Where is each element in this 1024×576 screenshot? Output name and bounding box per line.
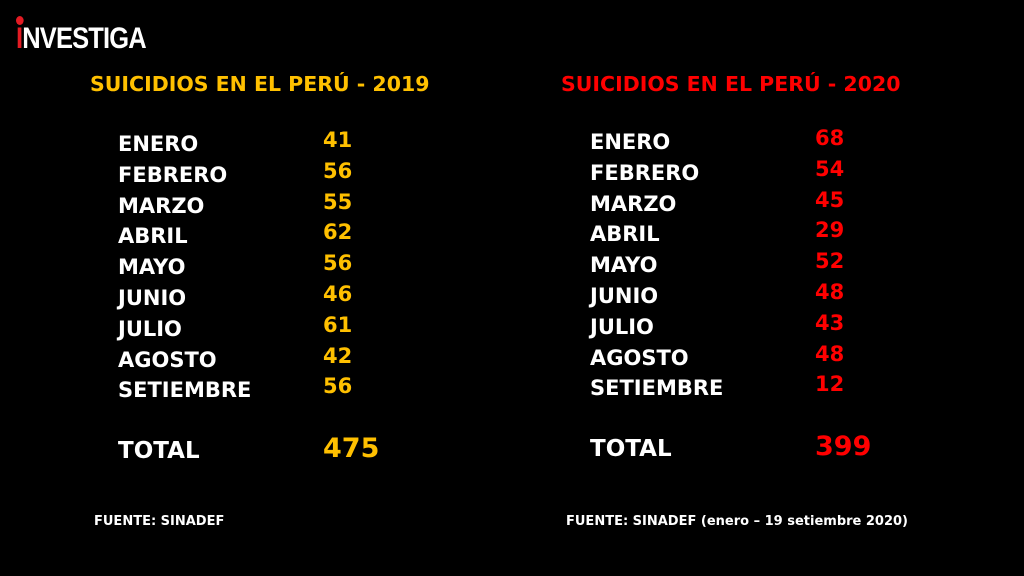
month-label: MARZO [118,193,205,218]
month-label: FEBRERO [118,162,228,187]
logo-first-letter: I [16,22,23,55]
title-2020: SUICIDIOS EN EL PERÚ - 2020 [561,72,901,96]
logo-rest: NVESTIGA [22,22,146,55]
investiga-logo: INVESTIGA [16,16,147,56]
month-value: 56 [323,251,353,276]
month-value: 43 [815,310,845,335]
month-label: MAYO [118,255,186,280]
total-label-2020: TOTAL [590,436,672,462]
month-label: ENERO [118,132,199,156]
source-2019: FUENTE: SINADEF [94,514,225,529]
month-label: ENERO [590,130,671,154]
month-label: SETIEMBRE [590,376,724,401]
month-label: ABRIL [118,224,188,249]
month-value: 12 [815,372,845,397]
month-label: JUNIO [590,284,659,308]
title-2019: SUICIDIOS EN EL PERÚ - 2019 [90,72,430,96]
month-label: JULIO [118,316,182,341]
month-label: AGOSTO [590,345,689,370]
total-value-2020: 399 [815,431,872,462]
total-label-2019: TOTAL [118,438,200,464]
month-value: 52 [815,249,845,274]
month-label: JUNIO [118,286,187,310]
month-label: JULIO [590,314,654,339]
month-label: MARZO [590,191,677,216]
month-value: 42 [323,343,353,368]
month-label: ABRIL [590,222,660,247]
month-value: 54 [815,156,845,181]
month-value: 56 [323,374,353,399]
month-value: 46 [323,282,353,306]
month-value: 55 [323,189,353,214]
month-label: SETIEMBRE [118,378,252,403]
month-value: 45 [815,187,845,212]
month-value: 56 [323,158,353,183]
month-label: AGOSTO [118,347,217,372]
month-value: 29 [815,218,845,243]
month-value: 41 [323,128,353,152]
month-label: FEBRERO [590,160,700,185]
month-label: MAYO [590,253,658,278]
month-value: 61 [323,312,353,337]
month-value: 48 [815,280,845,304]
logo-i: I [16,16,24,55]
logo-dot-icon [16,16,24,25]
month-value: 62 [323,220,353,245]
total-value-2019: 475 [323,433,380,464]
month-value: 68 [815,126,845,150]
month-value: 48 [815,341,845,366]
source-2020: FUENTE: SINADEF (enero – 19 setiembre 20… [566,514,908,529]
